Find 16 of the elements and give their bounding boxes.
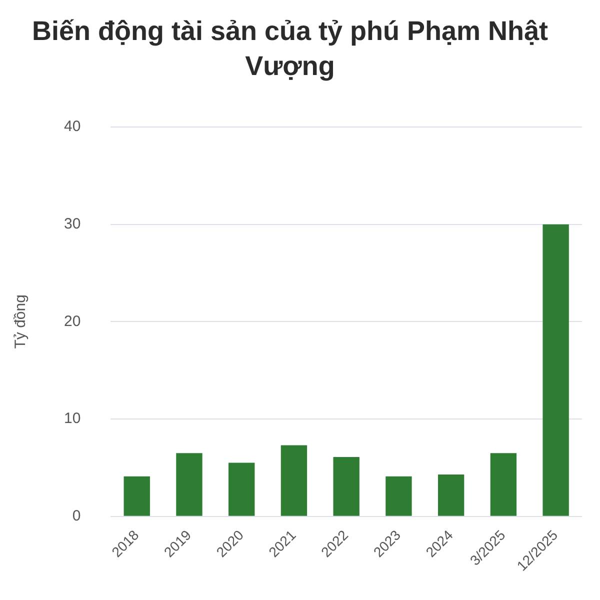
bar [542, 224, 569, 516]
y-tick-label: 40 [64, 118, 81, 136]
bar [124, 476, 150, 516]
bar [386, 476, 412, 516]
bar [228, 462, 255, 516]
bar [490, 453, 517, 516]
bar [176, 453, 202, 516]
bar [438, 474, 464, 516]
chart-title: Biến động tài sản của tỷ phú Phạm Nhật Vượng [30, 15, 550, 84]
y-axis-title: Tỷ đồng [12, 294, 30, 349]
y-tick-label: 30 [64, 216, 81, 233]
y-tick-label: 0 [72, 508, 81, 525]
bar [280, 445, 308, 516]
y-tick-label: 20 [64, 312, 81, 330]
bar [333, 457, 360, 516]
y-tick-label: 10 [64, 410, 81, 428]
